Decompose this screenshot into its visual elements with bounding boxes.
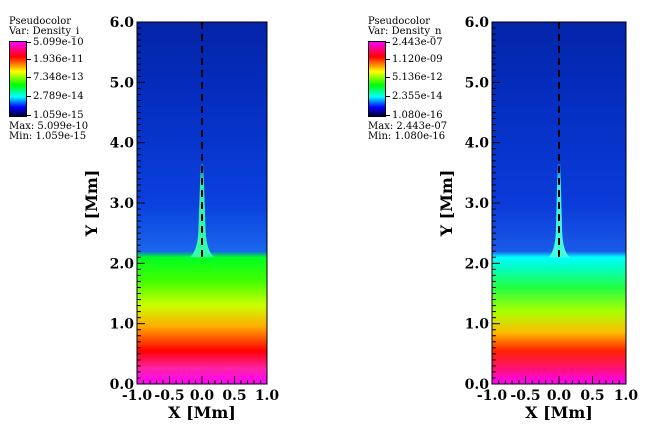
x-tick-label: 0.5 [580,388,604,404]
legend-var-label: Var: Density_n [368,26,442,37]
y-tick-label: 4.0 [110,136,135,152]
heatmap-plot: 0.0 1.0 2.0 3.0 4.0 5.0 6.0 -1.0 -0.5 0.0 0.5 1.0 X … [437,15,639,422]
y-tick-label: 6.0 [465,15,490,31]
y-tick-label: 0.0 [465,377,490,393]
x-tick-label: -0.5 [154,388,184,404]
x-tick-label: 0.0 [547,388,572,404]
legend-max-value: 5.099e-10 [37,121,89,132]
x-tick-label: 1.0 [255,388,280,404]
legend-max: Max: 2.443e-07 [368,122,447,132]
legend-min: Min: 1.059e-15 [9,132,86,142]
y-tick-label: 0.0 [110,377,135,393]
legend-max-label: Max: [9,121,35,132]
spicule-jet [548,163,570,258]
legend-plot-label: Pseudocolor [368,16,430,27]
x-tick-label: -1.0 [477,388,507,404]
legend-max: Max: 5.099e-10 [9,122,88,132]
colorbar-tick: 1.059e-15 [26,111,84,121]
legend-max-label: Max: [368,121,394,132]
colorbar-tick: 2.355e-14 [385,92,443,102]
spicule-jet [189,163,215,258]
legend-min-value: 1.080e-16 [394,131,446,142]
heatmap-plot: 0.0 1.0 2.0 3.0 4.0 5.0 6.0 -1.0 -0.5 0.0 0.5 1.0 X … [82,15,280,422]
x-tick-label: -0.5 [510,388,540,404]
colorbar-tick: 5.136e-12 [385,73,443,83]
y-axis-title: Y [Mm] [437,170,456,238]
colorbar-tick: 5.099e-10 [26,38,84,48]
y-tick-label: 6.0 [110,15,135,31]
colorbar-tick: 1.080e-16 [385,111,443,121]
legend-min-label: Min: [9,131,33,142]
y-tick-label: 2.0 [465,256,490,272]
colorbar-tick: 2.443e-07 [385,38,443,48]
legend-max-value: 2.443e-07 [396,121,448,132]
colorbar-tick: 1.936e-11 [26,55,84,65]
y-tick-label: 5.0 [110,75,135,91]
y-tick-label: 4.0 [465,136,490,152]
legend-min-value: 1.059e-15 [35,131,87,142]
colorbar-tick: 7.348e-13 [26,73,84,83]
y-tick-label: 3.0 [110,196,135,212]
legend-var-label: Var: Density_i [9,26,80,37]
colorbar-tick: 1.120e-09 [385,55,443,65]
left-chart-panel: Pseudocolor Var: Density_i 5.099e-10 1.9… [0,0,327,435]
x-tick-label: -1.0 [122,388,152,404]
y-tick-label: 5.0 [465,75,490,91]
colorbar-tick: 2.789e-14 [26,92,84,102]
x-tick-label: 0.0 [190,388,215,404]
legend-min: Min: 1.080e-16 [368,132,445,142]
x-axis-title: X [Mm] [525,403,593,422]
x-tick-label: 0.5 [222,388,246,404]
x-axis-title: X [Mm] [168,403,236,422]
x-tick-label: 1.0 [614,388,639,404]
right-chart-panel: Pseudocolor Var: Density_n 2.443e-07 1.1… [327,0,654,435]
legend-plot-label: Pseudocolor [9,16,71,27]
y-tick-label: 3.0 [465,196,490,212]
y-tick-label: 1.0 [465,317,490,333]
y-tick-label: 1.0 [110,317,135,333]
legend-min-label: Min: [368,131,392,142]
y-tick-label: 2.0 [110,256,135,272]
y-axis-title: Y [Mm] [82,170,101,238]
